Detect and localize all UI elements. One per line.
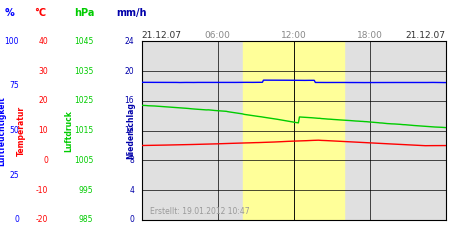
Text: %: % bbox=[4, 8, 14, 18]
Text: Niederschlag: Niederschlag bbox=[126, 102, 135, 159]
Text: 1005: 1005 bbox=[74, 156, 93, 165]
Text: -10: -10 bbox=[36, 186, 48, 195]
Text: 1025: 1025 bbox=[74, 96, 93, 105]
Text: -20: -20 bbox=[36, 216, 48, 224]
Text: 0: 0 bbox=[14, 216, 19, 224]
Text: Erstellt: 19.01.2012 10:47: Erstellt: 19.01.2012 10:47 bbox=[150, 206, 250, 216]
Text: mm/h: mm/h bbox=[116, 8, 147, 18]
Text: 100: 100 bbox=[4, 37, 19, 46]
Text: 50: 50 bbox=[9, 126, 19, 135]
Text: 12: 12 bbox=[125, 126, 134, 135]
Bar bbox=[243, 41, 344, 220]
Text: 0: 0 bbox=[43, 156, 48, 165]
Text: 4: 4 bbox=[129, 186, 134, 195]
Text: 0: 0 bbox=[129, 216, 134, 224]
Text: 30: 30 bbox=[38, 66, 48, 76]
Text: 20: 20 bbox=[125, 66, 134, 76]
Text: °C: °C bbox=[34, 8, 46, 18]
Text: 1045: 1045 bbox=[74, 37, 93, 46]
Text: 985: 985 bbox=[79, 216, 93, 224]
Text: 1015: 1015 bbox=[74, 126, 93, 135]
Text: 21.12.07: 21.12.07 bbox=[142, 31, 182, 40]
Text: 21.12.07: 21.12.07 bbox=[405, 31, 446, 40]
Text: hPa: hPa bbox=[74, 8, 94, 18]
Text: Luftfeuchtigkeit: Luftfeuchtigkeit bbox=[0, 96, 6, 166]
Text: 10: 10 bbox=[39, 126, 48, 135]
Text: Luftdruck: Luftdruck bbox=[64, 110, 73, 152]
Text: 75: 75 bbox=[9, 82, 19, 90]
Text: 24: 24 bbox=[125, 37, 134, 46]
Text: 8: 8 bbox=[129, 156, 134, 165]
Text: Temperatur: Temperatur bbox=[17, 106, 26, 156]
Text: 20: 20 bbox=[39, 96, 48, 105]
Text: 16: 16 bbox=[125, 96, 134, 105]
Text: 40: 40 bbox=[38, 37, 48, 46]
Text: 1035: 1035 bbox=[74, 66, 93, 76]
Text: 995: 995 bbox=[79, 186, 93, 195]
Text: 25: 25 bbox=[9, 171, 19, 180]
